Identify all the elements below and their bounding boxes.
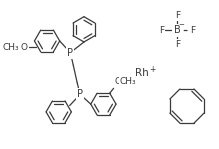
Text: B: B [174, 25, 181, 35]
Text: +: + [149, 65, 155, 74]
Text: O: O [20, 43, 27, 52]
Text: F: F [190, 26, 195, 35]
Text: F: F [175, 40, 180, 49]
Text: CH₃: CH₃ [119, 77, 136, 86]
Text: CH₃: CH₃ [2, 43, 19, 52]
Text: P: P [77, 89, 83, 99]
Text: Rh: Rh [136, 68, 149, 78]
Text: F: F [159, 26, 164, 35]
Text: −: − [178, 22, 184, 28]
Text: P: P [67, 48, 73, 58]
Text: F: F [175, 11, 180, 20]
Text: O: O [115, 77, 122, 86]
